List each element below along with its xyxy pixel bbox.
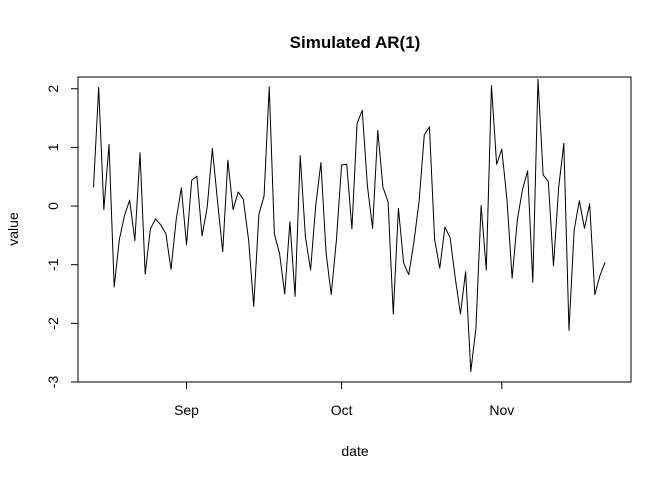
y-axis: -3 -2 -1 0 1 2 <box>45 85 79 389</box>
x-axis-label: date <box>341 443 368 459</box>
x-tick-label: Nov <box>489 402 514 418</box>
y-tick-label: 1 <box>45 143 61 151</box>
y-tick-label: 2 <box>45 85 61 93</box>
y-tick-label: -1 <box>45 258 61 271</box>
y-tick-label: -2 <box>45 317 61 330</box>
plot-frame <box>77 76 632 383</box>
x-tick-label: Sep <box>174 402 199 418</box>
x-tick-label: Oct <box>331 402 353 418</box>
series-line <box>93 78 606 372</box>
x-axis: Sep Oct Nov <box>174 381 514 418</box>
chart-title: Simulated AR(1) <box>290 33 421 52</box>
y-axis-label: value <box>5 212 21 246</box>
y-tick-label: 0 <box>45 202 61 210</box>
y-tick-label: -3 <box>45 376 61 389</box>
